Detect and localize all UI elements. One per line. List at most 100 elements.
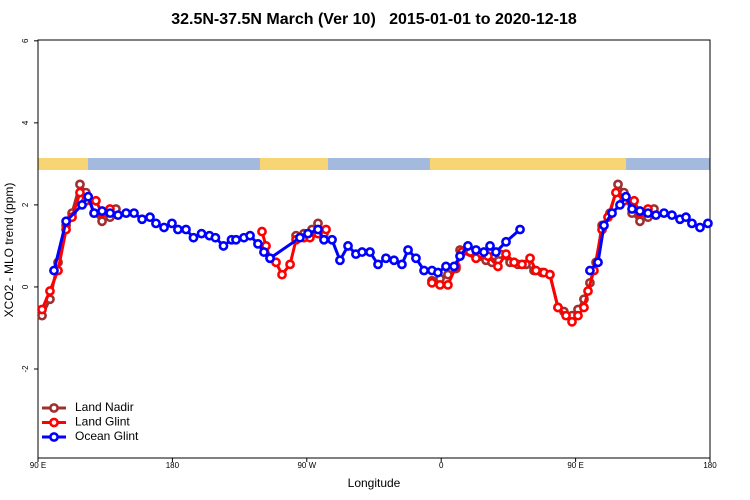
data-point — [659, 208, 669, 219]
data-point — [151, 218, 161, 229]
x-tick-label: 90 E — [30, 461, 46, 470]
data-point — [579, 302, 589, 313]
data-point — [327, 234, 337, 245]
data-point — [137, 214, 147, 225]
data-point — [319, 234, 329, 245]
data-point — [621, 191, 631, 202]
data-point — [493, 261, 503, 272]
data-point — [411, 253, 421, 264]
data-point — [89, 208, 100, 219]
x-tick-label: 90 E — [567, 461, 583, 470]
data-point — [97, 216, 107, 227]
legend-marker — [49, 403, 59, 413]
data-point — [295, 232, 305, 243]
data-point — [303, 228, 313, 239]
data-point — [471, 245, 481, 255]
y-tick-label: -2 — [21, 365, 30, 373]
data-point — [517, 259, 527, 270]
data-point — [321, 224, 331, 235]
data-point — [433, 267, 443, 278]
data-point — [501, 249, 511, 260]
data-point — [277, 269, 287, 280]
data-point — [607, 208, 617, 219]
data-point — [509, 257, 519, 268]
data-point — [97, 206, 107, 216]
y-tick-label: 2 — [21, 202, 30, 207]
data-point — [113, 210, 123, 221]
data-point — [441, 261, 451, 272]
chart-title: 32.5N-37.5N March (Ver 10) 2015-01-01 to… — [171, 11, 577, 28]
data-point — [599, 220, 609, 231]
data-point — [471, 253, 481, 264]
data-point — [525, 253, 535, 264]
data-point — [285, 259, 295, 270]
data-point — [75, 179, 85, 190]
data-point — [159, 222, 169, 233]
data-point — [627, 204, 637, 214]
data-point — [635, 206, 645, 216]
data-point — [313, 224, 323, 235]
data-point — [651, 210, 661, 221]
data-point — [449, 261, 459, 272]
data-point — [77, 200, 87, 210]
data-point — [37, 304, 47, 315]
data-point — [485, 241, 495, 251]
data-point — [129, 208, 139, 219]
data-point — [681, 212, 691, 223]
data-point — [253, 238, 263, 249]
y-tick-label: 4 — [21, 120, 30, 125]
legend-label: Land Nadir — [75, 400, 134, 414]
data-point — [381, 253, 391, 264]
data-point — [531, 265, 541, 276]
data-point — [687, 218, 697, 229]
legend-marker — [49, 432, 59, 442]
data-point — [479, 247, 489, 257]
data-point — [561, 310, 571, 321]
data-point — [443, 279, 453, 290]
data-point — [231, 234, 241, 245]
data-point — [545, 269, 555, 280]
data-point — [218, 241, 229, 251]
legend-label: Land Glint — [75, 415, 130, 429]
data-point — [91, 195, 101, 206]
data-point — [121, 208, 132, 219]
data-point — [167, 218, 177, 229]
data-point — [259, 247, 269, 257]
data-point — [45, 286, 55, 296]
data-point — [49, 265, 59, 276]
data-point — [611, 187, 621, 198]
data-point — [573, 310, 583, 321]
data-point — [515, 224, 525, 235]
data-point — [435, 279, 445, 290]
data-point — [703, 218, 713, 229]
data-point — [335, 255, 345, 266]
data-point — [667, 210, 677, 221]
data-point — [389, 255, 399, 266]
y-tick-label: 0 — [21, 284, 30, 289]
data-point — [245, 230, 255, 241]
data-point — [463, 241, 473, 251]
data-point — [613, 179, 623, 190]
data-point — [105, 208, 116, 219]
data-point — [635, 216, 645, 227]
data-point — [455, 251, 465, 262]
data-point — [419, 265, 429, 276]
data-point — [397, 259, 407, 270]
data-point — [427, 277, 437, 288]
data-point — [75, 187, 85, 198]
data-point — [210, 232, 221, 243]
y-tick-label: 6 — [21, 38, 30, 43]
data-point — [643, 208, 653, 219]
land-ocean-strip — [38, 158, 710, 170]
data-point — [265, 253, 275, 264]
data-point — [491, 247, 501, 257]
plot-frame — [37, 39, 711, 459]
x-tick-label: 180 — [703, 461, 717, 470]
data-point — [585, 265, 595, 276]
data-point — [615, 200, 625, 210]
data-point — [695, 222, 705, 233]
data-point — [629, 195, 640, 206]
data-point — [583, 286, 593, 296]
data-point — [83, 191, 94, 202]
